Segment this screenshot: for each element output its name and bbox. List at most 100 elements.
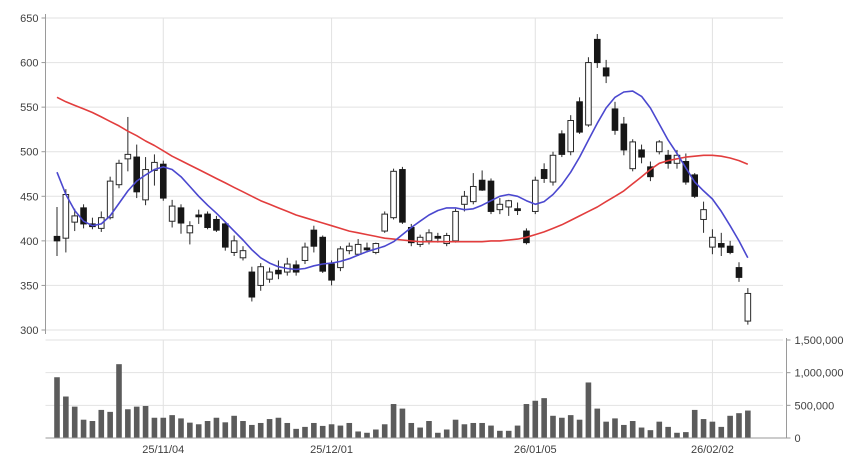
candle-down: [204, 213, 211, 228]
volume-bar: [107, 411, 113, 438]
candle-down: [611, 108, 619, 131]
volume-bar: [665, 426, 671, 438]
volume-bar: [576, 419, 583, 438]
candle-down: [478, 179, 486, 191]
candle-down: [221, 223, 229, 248]
volume-bar: [257, 422, 264, 438]
volume-bar: [426, 421, 432, 438]
candle-down: [80, 207, 87, 225]
volume-bar: [594, 408, 601, 438]
candle-down: [248, 271, 256, 298]
price-tick-label: 500: [20, 147, 38, 159]
volume-bar: [691, 409, 698, 438]
price-tick-label: 650: [20, 13, 38, 25]
candle-down: [576, 101, 583, 133]
price-tick-label: 600: [20, 58, 38, 70]
volume-bar: [603, 421, 609, 438]
candle-up: [345, 245, 353, 252]
volume-bar: [116, 364, 122, 438]
candle-up: [549, 154, 557, 183]
volume-bar: [63, 396, 69, 438]
candle-down: [133, 156, 141, 193]
candle-up: [531, 179, 539, 212]
candle-down: [319, 236, 327, 272]
date-tick-label: 26/02/02: [691, 444, 734, 456]
volume-bar: [718, 426, 725, 438]
volume-bar: [195, 424, 202, 438]
volume-bar: [133, 406, 140, 438]
date-tick-label: 26/01/05: [514, 444, 557, 456]
candle-up: [266, 271, 273, 280]
ma-fast-line: [56, 90, 749, 271]
candle-up: [337, 248, 344, 269]
volume-bar: [700, 419, 707, 438]
candle-up: [106, 180, 114, 219]
candle-down: [310, 229, 318, 247]
candle-down: [540, 169, 548, 179]
volume-tick-label: 1,000,000: [795, 368, 844, 380]
volume-bar: [674, 432, 680, 438]
candle-down: [53, 235, 61, 242]
volume-bar: [381, 424, 388, 438]
candle-up: [425, 232, 433, 242]
volume-bar: [249, 424, 255, 438]
volume-bar: [390, 404, 397, 438]
volume-tick-label: 500,000: [795, 400, 835, 412]
candle-down: [275, 269, 282, 275]
volume-bar: [638, 427, 645, 438]
candle-down: [363, 247, 371, 251]
volume-bar: [293, 428, 299, 438]
volume-bar: [266, 419, 273, 438]
volume-bar: [204, 421, 211, 438]
volume-bar: [532, 400, 539, 438]
volume-bar: [187, 422, 193, 438]
volume-bar: [417, 427, 423, 438]
volume-bar: [727, 415, 733, 438]
volume-bar: [435, 432, 441, 438]
volume-bar: [151, 417, 158, 438]
volume-bar: [505, 430, 512, 438]
volume-bar: [647, 430, 654, 438]
volume-bar: [319, 425, 326, 438]
price-tick-label: 350: [20, 280, 38, 292]
volume-bar: [346, 422, 353, 438]
volume-bar: [709, 421, 716, 438]
volume-bar: [443, 429, 450, 438]
candle-down: [487, 180, 495, 212]
candle-up: [700, 209, 707, 220]
date-tick-label: 25/12/01: [310, 444, 353, 456]
volume-bar: [169, 415, 175, 438]
volume-bar: [408, 422, 415, 438]
candle-down: [620, 123, 628, 151]
candle-up: [257, 266, 265, 286]
candle-up: [168, 205, 176, 222]
volume-bar: [683, 432, 689, 438]
candle-up: [124, 153, 132, 160]
candle-down: [195, 214, 203, 218]
volume-bar: [656, 421, 663, 438]
candle-down: [514, 208, 521, 212]
volume-bar: [585, 382, 592, 438]
candle-up: [452, 210, 459, 242]
candle-up: [461, 195, 468, 205]
volume-tick-label: 0: [795, 433, 801, 445]
volume-bar: [142, 405, 149, 438]
candle-down: [434, 235, 442, 239]
volume-bar: [311, 422, 317, 438]
volume-bar: [213, 417, 220, 438]
volume-bar: [222, 422, 229, 438]
candle-down: [399, 169, 406, 223]
candle-up: [186, 225, 194, 234]
candle-down: [602, 67, 610, 77]
volume-bar: [54, 377, 60, 438]
candle-down: [213, 218, 220, 231]
candle-down: [638, 149, 645, 158]
volume-bar: [541, 398, 547, 438]
candle-up: [505, 200, 513, 208]
ma-slow-line: [56, 96, 749, 243]
candle-down: [717, 243, 725, 248]
candle-down: [328, 263, 335, 281]
volume-bar: [736, 413, 742, 438]
candle-up: [151, 161, 158, 171]
